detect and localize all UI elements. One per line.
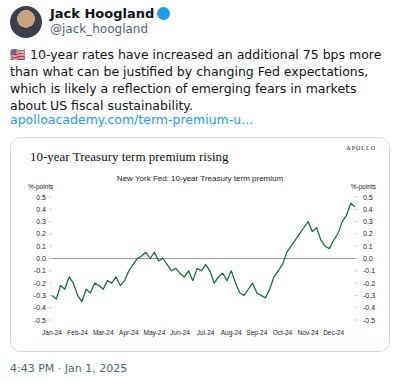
timestamp: 4:43 PM · Jan 1, 2025	[10, 362, 127, 375]
y-tick	[49, 221, 52, 222]
x-tick-label: May-24	[144, 329, 166, 337]
y2-tick-label: -0.5	[363, 317, 375, 324]
x-tick-label: Feb-24	[67, 329, 88, 336]
y2-tick-label: -0.4	[363, 304, 375, 311]
y2-tick-label: 0.5	[363, 194, 373, 201]
y2-tick	[355, 246, 358, 247]
subtitle: New York Fed: 10-year Treasury term prem…	[117, 174, 284, 183]
y-tick-label: -0.3	[34, 292, 46, 299]
zero-line	[52, 258, 355, 259]
avatar	[10, 6, 42, 38]
chart: 10-year Treasury term premium rising APOL…	[10, 137, 390, 352]
y-tick	[49, 209, 52, 210]
y2-tick-label: 0.2	[363, 230, 373, 237]
y-axis-label: %-points	[28, 183, 54, 191]
y2-tick	[355, 320, 358, 321]
y-tick	[49, 283, 52, 284]
brand: APOLLO	[346, 145, 376, 151]
y-tick-label: 0.3	[36, 218, 46, 225]
y2-tick-label: 0.4	[363, 206, 373, 213]
y-tick	[49, 233, 52, 234]
y2-tick	[355, 221, 358, 222]
x-tick-label: Apr-24	[119, 329, 139, 337]
tweet-link: apolloacademy.com/term-premium-u...	[10, 112, 253, 127]
x-tick-label: Dec-24	[323, 329, 344, 336]
x-tick-label: Oct-24	[273, 329, 293, 336]
y2-tick	[355, 307, 358, 308]
y2-tick	[355, 258, 358, 259]
x-tick-label: Mar-24	[93, 329, 114, 336]
tweet-text: 🇺🇸 10-year rates have increased an addit…	[10, 46, 390, 114]
y-tick-label: -0.2	[34, 280, 46, 287]
y2-tick	[355, 233, 358, 234]
y-tick-label: 0.0	[36, 255, 46, 262]
y2-tick	[355, 209, 358, 210]
y2-tick	[355, 283, 358, 284]
y2-tick	[355, 295, 358, 296]
y2-axis-label: %-points	[351, 183, 377, 191]
y2-tick	[355, 197, 358, 198]
x-tick-label: Nov-24	[298, 329, 319, 336]
y2-tick-label: -0.2	[363, 280, 375, 287]
x-tick-label: Aug-24	[221, 329, 242, 337]
y-tick	[49, 320, 52, 321]
x-tick-label: Jul-24	[197, 329, 215, 336]
x-tick-label: Jan-24	[42, 329, 62, 336]
y-tick	[49, 258, 52, 259]
y2-tick-label: 0.0	[363, 255, 373, 262]
author-name: Jack Hoogland	[50, 6, 170, 21]
y-tick-label: 0.5	[36, 194, 46, 201]
y-tick-label: -0.4	[34, 304, 46, 311]
card-frame	[11, 138, 390, 352]
y-tick-label: -0.5	[34, 317, 46, 324]
y2-tick-label: -0.3	[363, 292, 375, 299]
y-tick-label: 0.4	[36, 206, 46, 213]
y2-tick-label: 0.1	[363, 243, 373, 250]
y-tick	[49, 270, 52, 271]
y2-tick-label: -0.1	[363, 267, 375, 274]
y-tick	[49, 197, 52, 198]
y-tick-label: 0.1	[36, 243, 46, 250]
x-tick-label: Sep-24	[246, 329, 267, 337]
y2-tick	[355, 270, 358, 271]
y-tick	[49, 307, 52, 308]
verified-badge	[157, 7, 170, 20]
author-handle: @jack_hoogland	[50, 22, 148, 36]
term-premium-line	[52, 203, 355, 301]
chart-title: 10-year Treasury term premium rising	[30, 149, 229, 164]
y-tick	[49, 295, 52, 296]
y-tick-label: 0.2	[36, 230, 46, 237]
plot-area	[52, 203, 355, 301]
y-tick	[49, 246, 52, 247]
y2-tick-label: 0.3	[363, 218, 373, 225]
y-tick-label: -0.1	[34, 267, 46, 274]
x-tick-label: Jun-24	[170, 329, 190, 336]
